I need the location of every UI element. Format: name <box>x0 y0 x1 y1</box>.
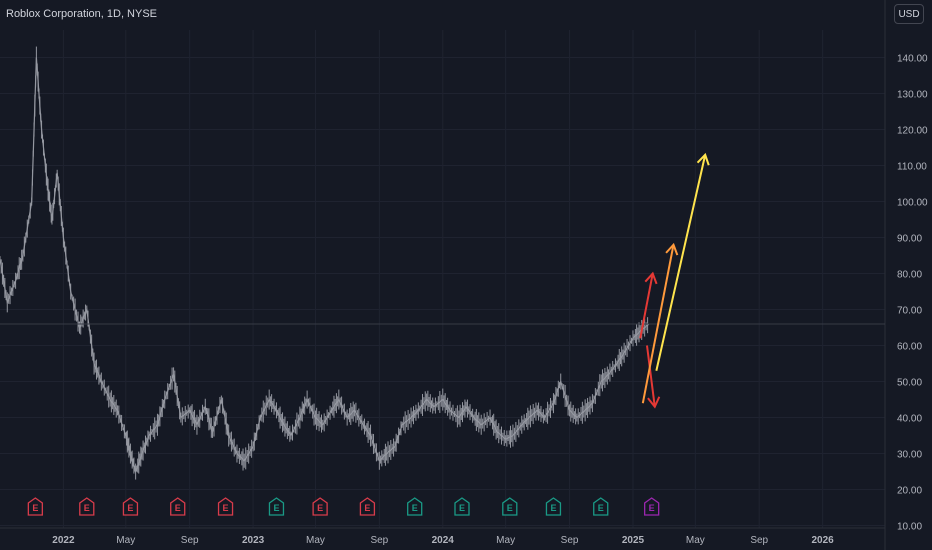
earnings-label: E <box>598 503 604 513</box>
chart-title: Roblox Corporation, 1D, NYSE <box>6 8 158 20</box>
y-tick-label: 80.00 <box>897 270 922 281</box>
trend-arrow <box>639 273 654 339</box>
earnings-label: E <box>412 503 418 513</box>
earnings-marker <box>407 497 423 516</box>
earnings-label: E <box>550 503 556 513</box>
y-tick-label: 130.00 <box>897 90 928 101</box>
x-tick-label: 2023 <box>242 535 265 546</box>
x-tick-label: May <box>496 535 515 546</box>
arrow-head <box>665 242 679 256</box>
y-tick-label: 50.00 <box>897 378 922 389</box>
currency-button[interactable]: USD <box>894 4 924 24</box>
x-tick-label: Sep <box>181 535 199 546</box>
earnings-marker <box>170 497 186 516</box>
earnings-marker <box>268 497 285 516</box>
trend-arrow <box>645 345 656 407</box>
x-tick-label: Sep <box>370 535 388 546</box>
y-tick-label: 100.00 <box>897 198 928 209</box>
earnings-label: E <box>84 503 90 513</box>
y-tick-label: 20.00 <box>897 486 922 497</box>
x-tick-label: May <box>116 535 135 546</box>
y-tick-label: 40.00 <box>897 414 922 425</box>
earnings-marker <box>217 497 234 516</box>
earnings-label: E <box>32 503 38 513</box>
x-tick-label: May <box>306 535 325 546</box>
earnings-marker <box>312 497 328 516</box>
arrow-head <box>647 396 661 409</box>
arrow-head <box>644 271 658 285</box>
trend-arrow <box>641 244 675 404</box>
earnings-label: E <box>459 503 465 513</box>
earnings-marker <box>27 497 43 516</box>
earnings-marker <box>593 497 609 516</box>
earnings-label: E <box>507 503 513 513</box>
earnings-label: E <box>649 503 655 513</box>
y-tick-label: 60.00 <box>897 342 922 353</box>
earnings-marker <box>122 497 139 516</box>
arrow-head <box>696 152 710 166</box>
x-tick-label: 2025 <box>622 535 645 546</box>
y-tick-label: 140.00 <box>897 54 928 65</box>
y-tick-label: 110.00 <box>897 162 927 173</box>
earnings-label: E <box>127 503 133 513</box>
earnings-label: E <box>317 503 323 513</box>
x-tick-label: 2026 <box>812 535 835 546</box>
earnings-marker <box>545 497 562 516</box>
x-tick-label: 2024 <box>432 535 455 546</box>
earnings-label: E <box>223 503 229 513</box>
y-tick-label: 10.00 <box>897 522 922 533</box>
earnings-marker <box>644 497 660 516</box>
earnings-marker <box>502 497 518 516</box>
earnings-label: E <box>273 503 279 513</box>
x-tick-label: May <box>686 535 705 546</box>
x-tick-label: 2022 <box>52 535 75 546</box>
earnings-marker <box>79 497 95 516</box>
trend-arrow <box>655 154 707 371</box>
x-tick-label: Sep <box>561 535 579 546</box>
y-tick-label: 30.00 <box>897 450 922 461</box>
y-tick-label: 120.00 <box>897 126 928 137</box>
y-tick-label: 70.00 <box>897 306 922 317</box>
y-tick-label: 90.00 <box>897 234 922 245</box>
earnings-marker <box>454 497 470 516</box>
earnings-marker <box>359 497 376 516</box>
earnings-label: E <box>175 503 181 513</box>
x-tick-label: Sep <box>750 535 768 546</box>
earnings-label: E <box>364 503 370 513</box>
